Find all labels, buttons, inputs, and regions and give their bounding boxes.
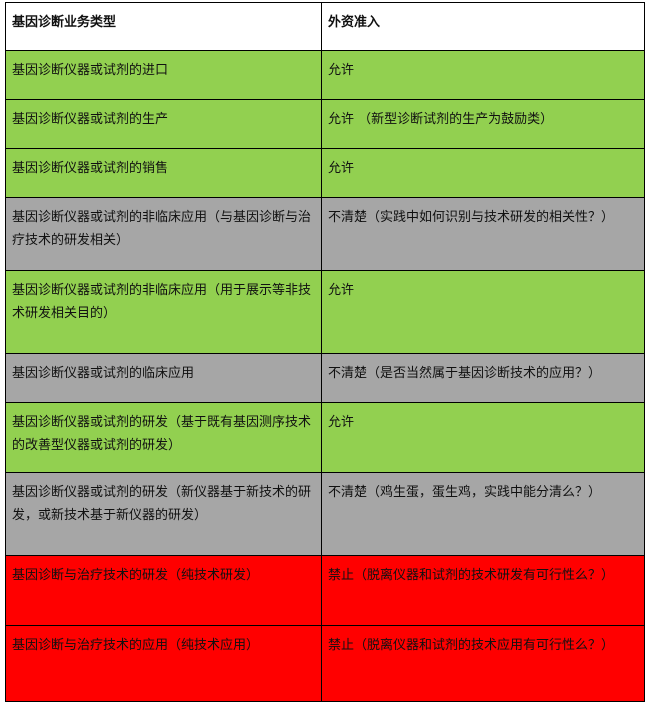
foreign-access-table: 基因诊断业务类型 外资准入 基因诊断仪器或试剂的进口 允许 基因诊断仪器或试剂的生… bbox=[5, 2, 645, 702]
access-cell: 允许 bbox=[321, 50, 645, 100]
table-row: 基因诊断仪器或试剂的临床应用 不清楚（是否当然属于基因诊断技术的应用？） bbox=[5, 353, 645, 403]
business-type-cell: 基因诊断仪器或试剂的非临床应用（用于展示等非技术研发相关目的） bbox=[5, 270, 322, 354]
access-cell: 禁止（脱离仪器和试剂的技术研发有可行性么？） bbox=[321, 555, 645, 626]
business-type-cell: 基因诊断仪器或试剂的进口 bbox=[5, 50, 322, 100]
access-cell: 不清楚（实践中如何识别与技术研发的相关性？） bbox=[321, 197, 645, 271]
table-row: 基因诊断仪器或试剂的研发（新仪器基于新技术的研发，或新技术基于新仪器的研发） 不清… bbox=[5, 472, 645, 556]
business-type-cell: 基因诊断与治疗技术的应用（纯技术应用） bbox=[5, 625, 322, 702]
table-row: 基因诊断仪器或试剂的生产 允许 （新型诊断试剂的生产为鼓励类） bbox=[5, 99, 645, 149]
access-cell: 允许 bbox=[321, 402, 645, 473]
table-row: 基因诊断仪器或试剂的非临床应用（用于展示等非技术研发相关目的） 允许 bbox=[5, 270, 645, 354]
business-type-cell: 基因诊断仪器或试剂的临床应用 bbox=[5, 353, 322, 403]
access-cell: 禁止（脱离仪器和试剂的技术应用有可行性么？） bbox=[321, 625, 645, 702]
business-type-cell: 基因诊断仪器或试剂的销售 bbox=[5, 148, 322, 198]
access-cell: 允许 bbox=[321, 270, 645, 354]
business-type-cell: 基因诊断仪器或试剂的研发（新仪器基于新技术的研发，或新技术基于新仪器的研发） bbox=[5, 472, 322, 556]
access-cell: 允许 bbox=[321, 148, 645, 198]
access-cell: 不清楚（鸡生蛋，蛋生鸡，实践中能分清么？） bbox=[321, 472, 645, 556]
header-foreign-access: 外资准入 bbox=[321, 2, 645, 51]
table-row: 基因诊断仪器或试剂的销售 允许 bbox=[5, 148, 645, 198]
table-row: 基因诊断仪器或试剂的非临床应用（与基因诊断与治疗技术的研发相关） 不清楚（实践中如… bbox=[5, 197, 645, 271]
header-business-type: 基因诊断业务类型 bbox=[5, 2, 322, 51]
business-type-cell: 基因诊断与治疗技术的研发（纯技术研发） bbox=[5, 555, 322, 626]
business-type-cell: 基因诊断仪器或试剂的非临床应用（与基因诊断与治疗技术的研发相关） bbox=[5, 197, 322, 271]
table-row: 基因诊断仪器或试剂的研发（基于既有基因测序技术的改善型仪器或试剂的研发） 允许 bbox=[5, 402, 645, 473]
table-row: 基因诊断与治疗技术的应用（纯技术应用） 禁止（脱离仪器和试剂的技术应用有可行性么？… bbox=[5, 625, 645, 702]
access-cell: 不清楚（是否当然属于基因诊断技术的应用？） bbox=[321, 353, 645, 403]
business-type-cell: 基因诊断仪器或试剂的生产 bbox=[5, 99, 322, 149]
business-type-cell: 基因诊断仪器或试剂的研发（基于既有基因测序技术的改善型仪器或试剂的研发） bbox=[5, 402, 322, 473]
table-row: 基因诊断仪器或试剂的进口 允许 bbox=[5, 50, 645, 100]
header-row: 基因诊断业务类型 外资准入 bbox=[5, 2, 645, 51]
table-row: 基因诊断与治疗技术的研发（纯技术研发） 禁止（脱离仪器和试剂的技术研发有可行性么？… bbox=[5, 555, 645, 626]
access-cell: 允许 （新型诊断试剂的生产为鼓励类） bbox=[321, 99, 645, 149]
